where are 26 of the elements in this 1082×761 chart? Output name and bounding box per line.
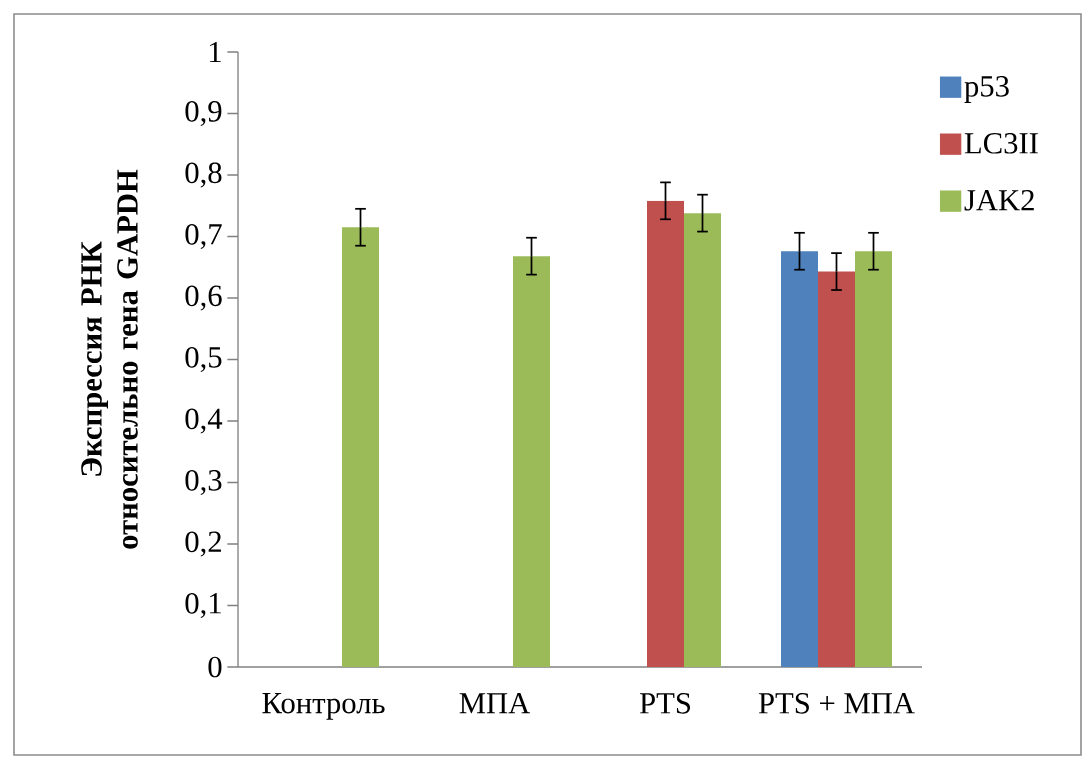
bar [342, 227, 379, 667]
y-tick-label: 0,6 [185, 285, 222, 311]
bar [855, 251, 892, 667]
x-tick-label: Контроль [262, 693, 385, 720]
legend-label: p53 [964, 76, 1009, 103]
bar [781, 251, 818, 667]
bar [684, 213, 721, 667]
y-tick-label: 0,1 [185, 592, 221, 619]
y-tick-label: 1 [209, 41, 221, 63]
x-tick-label: МПА [459, 693, 531, 714]
y-tick-label: 0,3 [185, 469, 222, 496]
y-tick-label: 0,5 [185, 346, 222, 373]
y-tick-label: 0,4 [185, 408, 223, 434]
y-tick-label: 0,9 [185, 100, 222, 127]
x-tick-label: PTS + МПА [758, 693, 915, 714]
bar [513, 256, 550, 667]
x-tick-label: PTS [639, 693, 691, 714]
y-axis-title: Экспрессия РНК относительно гена GAPDH [81, 169, 138, 549]
legend-label: LC3II [964, 133, 1038, 154]
y-tick-label: 0 [208, 656, 222, 678]
y-tick-label: 0,2 [185, 531, 221, 557]
y-tick-label: 0,8 [185, 162, 222, 188]
y-tick-label: 0,7 [185, 223, 222, 250]
bar [818, 271, 855, 667]
bar [647, 200, 684, 667]
legend-label: JAK2 [964, 189, 1034, 211]
